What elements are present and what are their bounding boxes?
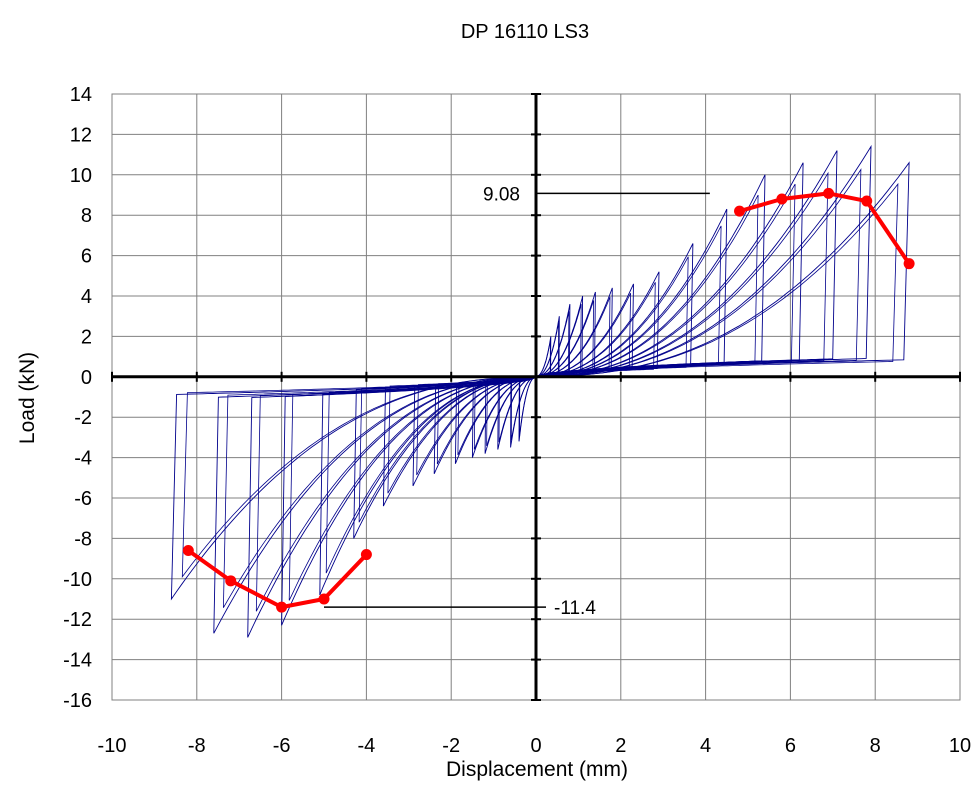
y-tick-label: 12 — [70, 124, 92, 146]
y-axis-title: Load (kN) — [16, 352, 39, 444]
envelope-point — [823, 187, 835, 199]
x-tick-label: 2 — [615, 735, 626, 757]
annotation-min-load: -11.4 — [554, 598, 596, 619]
x-tick-label: -4 — [358, 735, 376, 757]
y-tick-label: -14 — [63, 650, 92, 672]
y-tick-label: 2 — [81, 326, 92, 348]
tick-labels: -10 -8 -6 -4 -2 0 2 4 6 8 10 14 12 10 8 6 4 2 0 -2 -4 -6 -8 -10… — [63, 84, 971, 757]
x-tick-label: 8 — [870, 735, 881, 757]
envelope-point — [276, 601, 288, 613]
y-tick-label: 14 — [70, 84, 92, 106]
y-tick-label: 8 — [81, 205, 92, 227]
x-tick-label: -8 — [188, 735, 206, 757]
x-tick-label: 6 — [785, 735, 796, 757]
envelope-point — [182, 545, 194, 557]
chart-title: DP 16110 LS3 — [461, 21, 589, 43]
x-tick-label: 0 — [530, 735, 541, 757]
envelope-point — [734, 205, 746, 217]
annotation-max-load: 9.08 — [483, 184, 520, 205]
x-tick-label: 10 — [949, 735, 971, 757]
axes — [111, 93, 961, 701]
y-tick-label: 0 — [81, 367, 92, 389]
y-tick-label: 4 — [81, 286, 92, 308]
y-tick-label: -16 — [63, 690, 92, 712]
y-tick-label: -10 — [63, 569, 92, 591]
envelope-point — [360, 549, 372, 561]
x-tick-label: -2 — [442, 735, 460, 757]
x-tick-label: 4 — [700, 735, 711, 757]
y-tick-label: 10 — [70, 165, 92, 187]
annotations: 9.08 -11.4 — [324, 184, 710, 619]
envelope-point — [861, 195, 873, 207]
y-tick-label: -2 — [74, 407, 92, 429]
envelope-point — [225, 575, 237, 587]
envelope-series — [182, 187, 915, 613]
envelope-point — [318, 593, 330, 605]
x-axis-title: Displacement (mm) — [446, 758, 628, 781]
y-tick-label: 6 — [81, 246, 92, 268]
x-tick-label: -6 — [273, 735, 291, 757]
y-tick-label: -12 — [63, 609, 92, 631]
y-tick-label: -4 — [74, 448, 92, 470]
x-tick-label: -10 — [98, 735, 127, 757]
y-tick-label: -6 — [74, 488, 92, 510]
envelope-point — [776, 193, 788, 205]
y-tick-label: -8 — [74, 528, 92, 550]
envelope-point — [903, 258, 915, 270]
